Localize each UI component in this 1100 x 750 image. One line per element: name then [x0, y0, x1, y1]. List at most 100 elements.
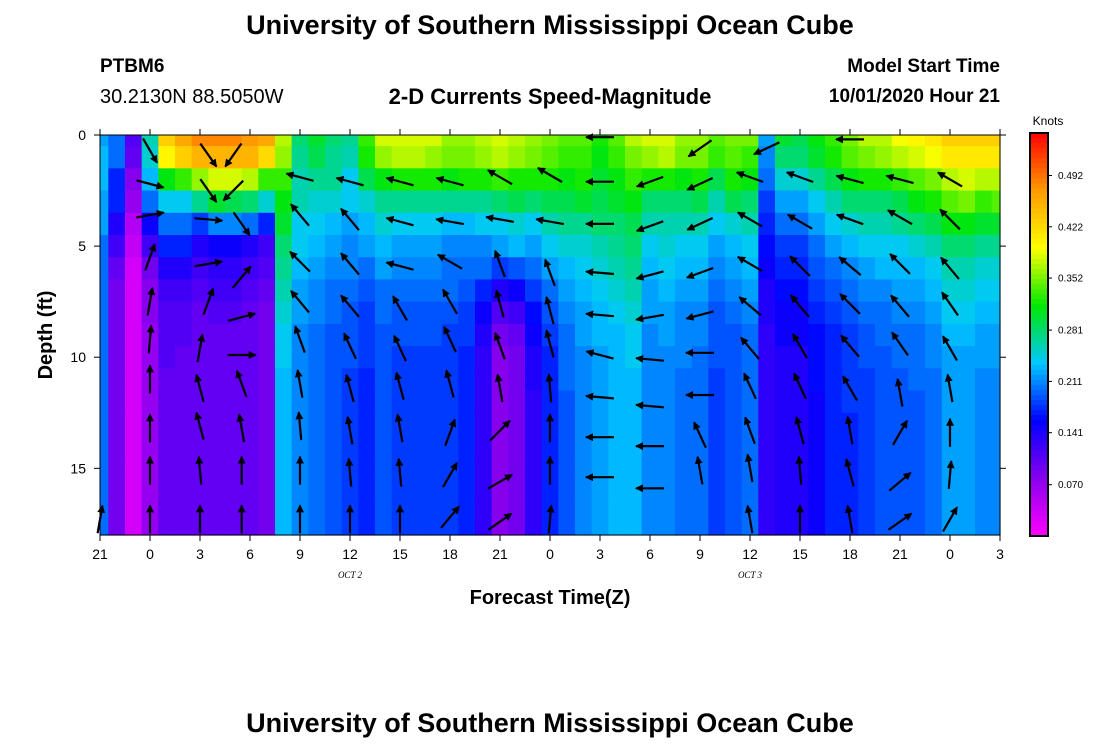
heatmap-cell — [908, 257, 926, 281]
heatmap-cell — [558, 190, 576, 214]
colorbar-tick-label: 0.422 — [1058, 222, 1083, 233]
heatmap-cell — [858, 323, 876, 347]
heatmap-cell — [658, 279, 676, 303]
heatmap-cell — [275, 190, 293, 214]
current-vector-arrow — [443, 325, 457, 353]
x-tick-label: 3 — [196, 546, 204, 562]
heatmap-cell — [958, 212, 976, 236]
heatmap-cell — [925, 479, 943, 503]
heatmap-cell — [925, 435, 943, 458]
heatmap-cell — [608, 235, 626, 258]
heatmap-cell — [275, 479, 293, 503]
heatmap-cell — [925, 279, 943, 303]
current-vector-arrow — [545, 373, 554, 403]
current-vector-arrow — [744, 453, 754, 483]
heatmap-cell — [725, 323, 743, 347]
heatmap-cell — [641, 323, 659, 347]
heatmap-cell — [308, 279, 326, 303]
heatmap-cell — [100, 212, 109, 236]
colorbar-cell — [1030, 208, 1048, 215]
heatmap-cell — [658, 346, 676, 369]
heatmap-cell — [875, 523, 893, 536]
heatmap-cell — [941, 190, 959, 214]
current-vector-arrow — [493, 332, 506, 360]
heatmap-cell — [758, 235, 776, 258]
heatmap-cell — [608, 479, 626, 503]
heatmap-cell — [391, 257, 409, 281]
heatmap-cell — [525, 146, 543, 169]
heatmap-cell — [275, 412, 293, 436]
heatmap-cell — [425, 212, 443, 236]
heatmap-cell — [308, 523, 326, 536]
heatmap-cell — [791, 479, 809, 503]
heatmap-cell — [475, 346, 493, 369]
current-vector-arrow — [289, 251, 311, 273]
current-vector-arrow — [753, 141, 780, 156]
heatmap-cell — [225, 146, 243, 169]
heatmap-cell — [475, 479, 493, 503]
current-vector-arrow — [737, 255, 763, 272]
heatmap-cell — [591, 412, 609, 436]
heatmap-cell — [425, 390, 443, 414]
current-vector-arrow — [194, 258, 224, 268]
heatmap-cell — [391, 435, 409, 458]
colorbar-cell — [1030, 203, 1048, 210]
heatmap-cell — [491, 279, 509, 303]
heatmap-cell — [158, 235, 176, 258]
heatmap-cell — [458, 146, 476, 169]
heatmap-cell — [991, 212, 1001, 236]
heatmap-cell — [208, 279, 226, 303]
current-vector-arrow — [940, 256, 960, 280]
heatmap-cell — [591, 323, 609, 347]
heatmap-cell — [558, 135, 576, 147]
heatmap-cell — [908, 412, 926, 436]
heatmap-cell — [541, 523, 559, 536]
heatmap-cell — [108, 212, 126, 236]
heatmap-cell — [325, 501, 343, 525]
heatmap-cell — [525, 435, 543, 458]
heatmap-cell — [375, 135, 393, 147]
heatmap-cell — [858, 135, 876, 147]
heatmap-cell — [308, 301, 326, 325]
heatmap-cell — [658, 479, 676, 503]
heatmap-cell — [958, 435, 976, 458]
heatmap-cell — [408, 168, 426, 192]
colorbar-cell — [1030, 314, 1048, 320]
heatmap-cell — [525, 135, 543, 147]
heatmap-cell — [908, 212, 926, 236]
heatmap-cell — [525, 501, 543, 525]
current-vector-arrow — [489, 419, 511, 442]
heatmap-cell — [775, 279, 793, 303]
heatmap-cell — [108, 279, 126, 303]
heatmap-cell — [508, 190, 526, 214]
heatmap-cell — [575, 146, 593, 169]
current-vector-arrow — [887, 512, 913, 531]
current-vector-arrow — [794, 416, 805, 445]
heatmap-cell — [858, 368, 876, 392]
heatmap-cell — [291, 146, 309, 169]
heatmap-cell — [658, 301, 676, 325]
heatmap-cell — [175, 346, 193, 369]
heatmap-cell — [641, 368, 659, 392]
colorbar-tick-label: 0.211 — [1058, 377, 1083, 388]
colorbar-cell — [1030, 329, 1048, 336]
heatmap-cell — [191, 235, 209, 258]
heatmap-cell — [100, 279, 109, 303]
heatmap-cell — [691, 346, 709, 369]
heatmap-cell — [408, 501, 426, 525]
heatmap-cell — [275, 135, 293, 147]
heatmap-cell — [191, 301, 209, 325]
heatmap-cell — [325, 190, 343, 214]
heatmap-cell — [691, 135, 709, 147]
heatmap-cell — [491, 523, 509, 536]
heatmap-cell — [825, 146, 843, 169]
heatmap-cell — [575, 523, 593, 536]
heatmap-cell — [725, 301, 743, 325]
current-vector-arrow — [194, 216, 224, 225]
heatmap-cell — [308, 346, 326, 369]
heatmap-cell — [691, 479, 709, 503]
heatmap-cell — [725, 146, 743, 169]
current-vector-arrow — [544, 296, 555, 325]
heatmap-cell — [358, 501, 376, 525]
heatmap-cell — [100, 523, 109, 536]
